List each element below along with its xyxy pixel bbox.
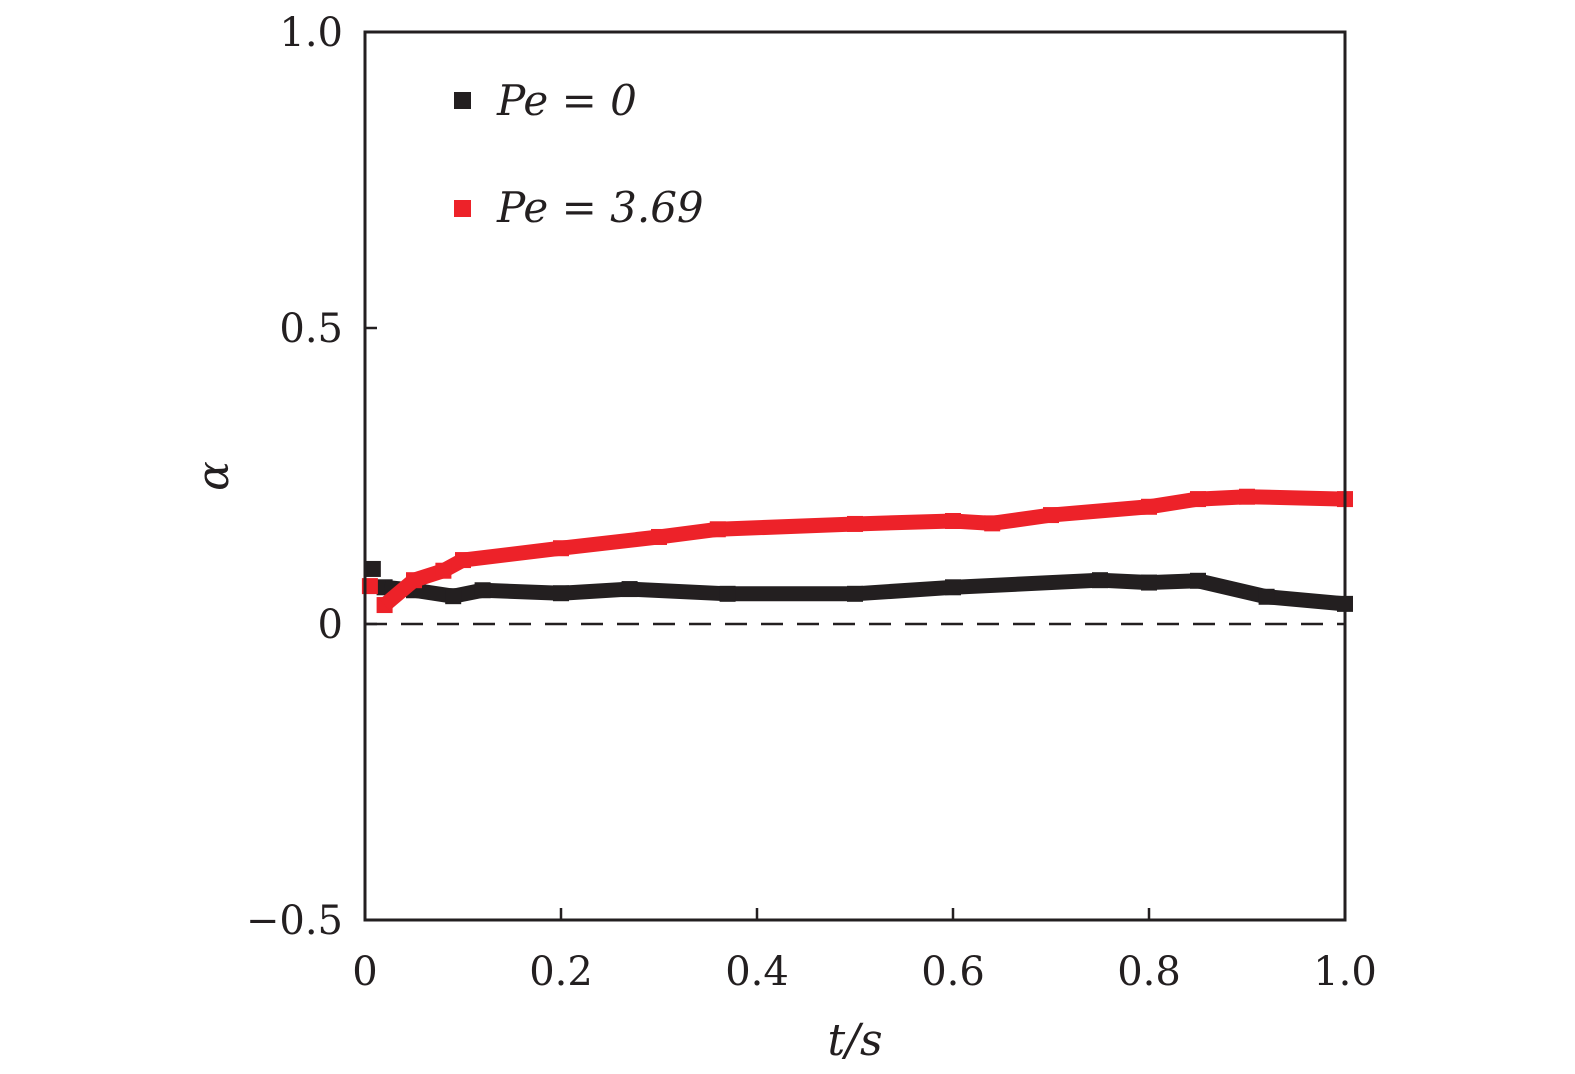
- data-point: [553, 585, 569, 602]
- data-point: [1190, 491, 1206, 508]
- data-point: [1141, 498, 1157, 515]
- data-point: [847, 515, 863, 532]
- series-1: [361, 488, 1353, 614]
- data-point: [621, 581, 638, 598]
- data-point: [1258, 588, 1275, 605]
- data-point: [1190, 572, 1206, 589]
- legend: Pe = 0 Pe = 3.69: [454, 76, 704, 232]
- legend-marker-pe369: [454, 200, 471, 217]
- data-point: [945, 512, 961, 529]
- data-point: [1141, 574, 1157, 591]
- x-tick-label: 0.6: [921, 949, 985, 995]
- data-point: [455, 552, 471, 569]
- data-point: [847, 585, 863, 602]
- data-point: [1239, 488, 1255, 505]
- y-tick-label: −0.5: [246, 898, 343, 944]
- data-point: [364, 560, 381, 577]
- y-axis-label: α: [188, 461, 239, 491]
- data-point: [651, 528, 667, 545]
- data-point: [445, 588, 462, 605]
- y-tick-label: 1.0: [279, 10, 343, 56]
- series-layer: [361, 488, 1353, 614]
- y-tick-label: 0: [318, 602, 343, 648]
- ticks-layer: 0 0.2 0.4 0.6 0.8 1.0−0.500.51.0: [246, 10, 1377, 995]
- x-tick-label: 1.0: [1313, 949, 1377, 995]
- x-tick-label: 0.2: [529, 949, 593, 995]
- data-point: [1043, 507, 1059, 524]
- legend-marker-pe0: [454, 92, 471, 109]
- data-point: [945, 579, 961, 596]
- plot-frame: [363, 30, 1347, 922]
- data-point: [709, 521, 726, 538]
- legend-label-pe369: Pe = 3.69: [496, 183, 704, 232]
- data-point: [435, 562, 452, 579]
- data-point: [1092, 572, 1108, 589]
- y-tick-label: 0.5: [279, 306, 343, 352]
- legend-label-pe0: Pe = 0: [496, 76, 637, 125]
- data-point: [553, 540, 569, 557]
- x-axis-label: t/s: [827, 1015, 882, 1066]
- series-line-start: [379, 574, 419, 611]
- data-point: [474, 582, 491, 599]
- series-line: [411, 489, 1346, 588]
- series-0: [364, 560, 1353, 612]
- data-point: [719, 585, 736, 602]
- data-point: [984, 515, 1001, 532]
- x-tick-label: 0.8: [1117, 949, 1181, 995]
- x-tick-label: 0.4: [725, 949, 789, 995]
- x-tick-label: 0: [352, 949, 377, 995]
